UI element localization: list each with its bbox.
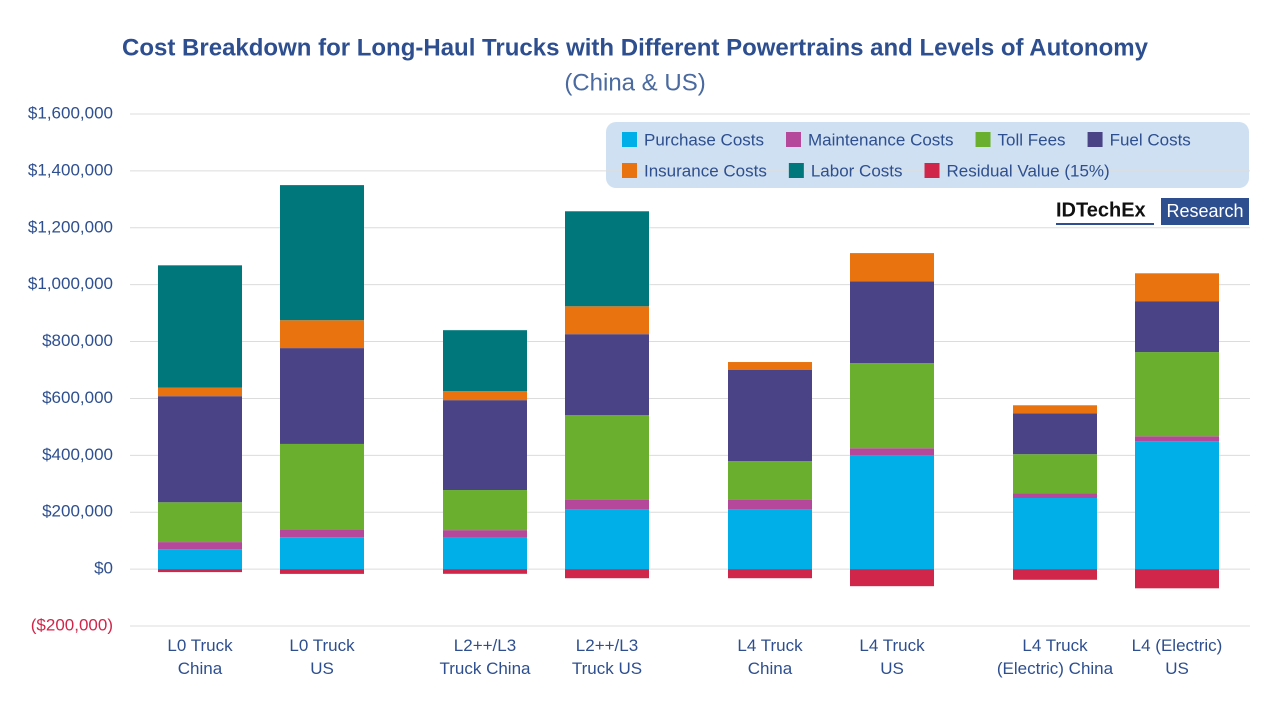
bar-segment (280, 320, 364, 349)
legend-label: Residual Value (15%) (947, 161, 1110, 180)
bar-segment (1135, 441, 1219, 570)
legend-swatch (622, 163, 637, 178)
bar-segment (1013, 498, 1097, 570)
bar-segment (1013, 569, 1097, 580)
bar-segment (443, 537, 527, 570)
y-tick-label: $0 (94, 559, 113, 578)
legend-label: Insurance Costs (644, 161, 767, 180)
legend-swatch (924, 163, 940, 178)
bar-segment (850, 455, 934, 570)
bar-segment (158, 265, 242, 388)
bar-segment (565, 415, 649, 500)
bar-segment (1135, 436, 1219, 442)
bar-segment (728, 509, 812, 570)
bar-segment (280, 529, 364, 538)
bar-segment (280, 537, 364, 570)
legend-label: Labor Costs (811, 161, 903, 180)
logo-name: IDTechEx (1056, 199, 1146, 221)
bar-segment (1135, 569, 1219, 589)
bar-segment (158, 569, 242, 573)
bar-segment (850, 363, 934, 449)
y-tick-label: $1,400,000 (28, 160, 113, 179)
chart-subtitle: (China & US) (564, 69, 705, 96)
x-tick-label: L4 (Electric) US (1132, 636, 1223, 678)
bar-segment (850, 281, 934, 364)
y-tick-label: $1,200,000 (28, 217, 113, 236)
bar-segment (728, 362, 812, 370)
x-tick-label: L0 Truck US (289, 636, 355, 678)
bar-segment (1013, 454, 1097, 494)
bar-segment (565, 509, 649, 570)
x-tick-label: L4 Truck China (737, 636, 803, 678)
legend-swatch (975, 132, 991, 147)
chart-title: Cost Breakdown for Long-Haul Trucks with… (122, 34, 1149, 61)
bar-segment (1013, 405, 1097, 414)
bar-segment (1135, 352, 1219, 437)
legend-swatch (788, 163, 804, 178)
bar-segment (565, 211, 649, 307)
bar-segment (1013, 413, 1097, 455)
bar-segment (158, 396, 242, 503)
bar-segment (280, 348, 364, 444)
legend-label: Maintenance Costs (808, 130, 954, 149)
y-tick-label: ($200,000) (31, 615, 113, 634)
bar-segment (158, 387, 242, 397)
x-tick-label: L0 Truck China (167, 636, 233, 678)
bar-segment (565, 334, 649, 416)
x-tick-label: L2++/L3 Truck China (439, 636, 531, 678)
x-tick-label: L2++/L3 Truck US (572, 636, 642, 678)
bar-segment (443, 530, 527, 538)
bar-segment (443, 400, 527, 491)
bar-segment (280, 569, 364, 574)
bar-segment (1013, 493, 1097, 498)
bar-segment (565, 306, 649, 335)
bar-segment (443, 330, 527, 392)
bar-segment (565, 569, 649, 579)
y-tick-label: $800,000 (42, 331, 113, 350)
y-tick-label: $400,000 (42, 445, 113, 464)
y-tick-label: $600,000 (42, 388, 113, 407)
bar-segment (850, 253, 934, 282)
x-tick-label: L4 Truck (Electric) China (997, 636, 1114, 678)
bar-segment (728, 569, 812, 579)
legend-label: Fuel Costs (1110, 130, 1191, 149)
bar-segment (280, 443, 364, 530)
bar-segment (158, 549, 242, 570)
x-tick-label: L4 Truck US (859, 636, 925, 678)
bar-segment (565, 499, 649, 510)
logo-tag: Research (1166, 201, 1243, 221)
bar-segment (158, 542, 242, 550)
y-tick-label: $1,000,000 (28, 274, 113, 293)
legend-swatch (1087, 132, 1103, 147)
bar-segment (443, 391, 527, 401)
bar-segment (728, 461, 812, 500)
bar-segment (1135, 301, 1219, 353)
y-tick-label: $200,000 (42, 502, 113, 521)
legend-label: Purchase Costs (644, 130, 764, 149)
bar-segment (728, 370, 812, 462)
bar-segment (443, 490, 527, 531)
bar-segment (850, 448, 934, 456)
legend-swatch (786, 132, 801, 147)
bar-segment (728, 499, 812, 510)
bar-segment (1135, 273, 1219, 302)
bar-segment (158, 502, 242, 543)
legend-swatch (622, 132, 637, 147)
logo-tag-box (1161, 198, 1249, 225)
bar-segment (443, 569, 527, 574)
bar-segment (280, 185, 364, 321)
y-tick-label: $1,600,000 (28, 103, 113, 122)
legend-label: Toll Fees (998, 130, 1066, 149)
bar-segment (850, 569, 934, 587)
